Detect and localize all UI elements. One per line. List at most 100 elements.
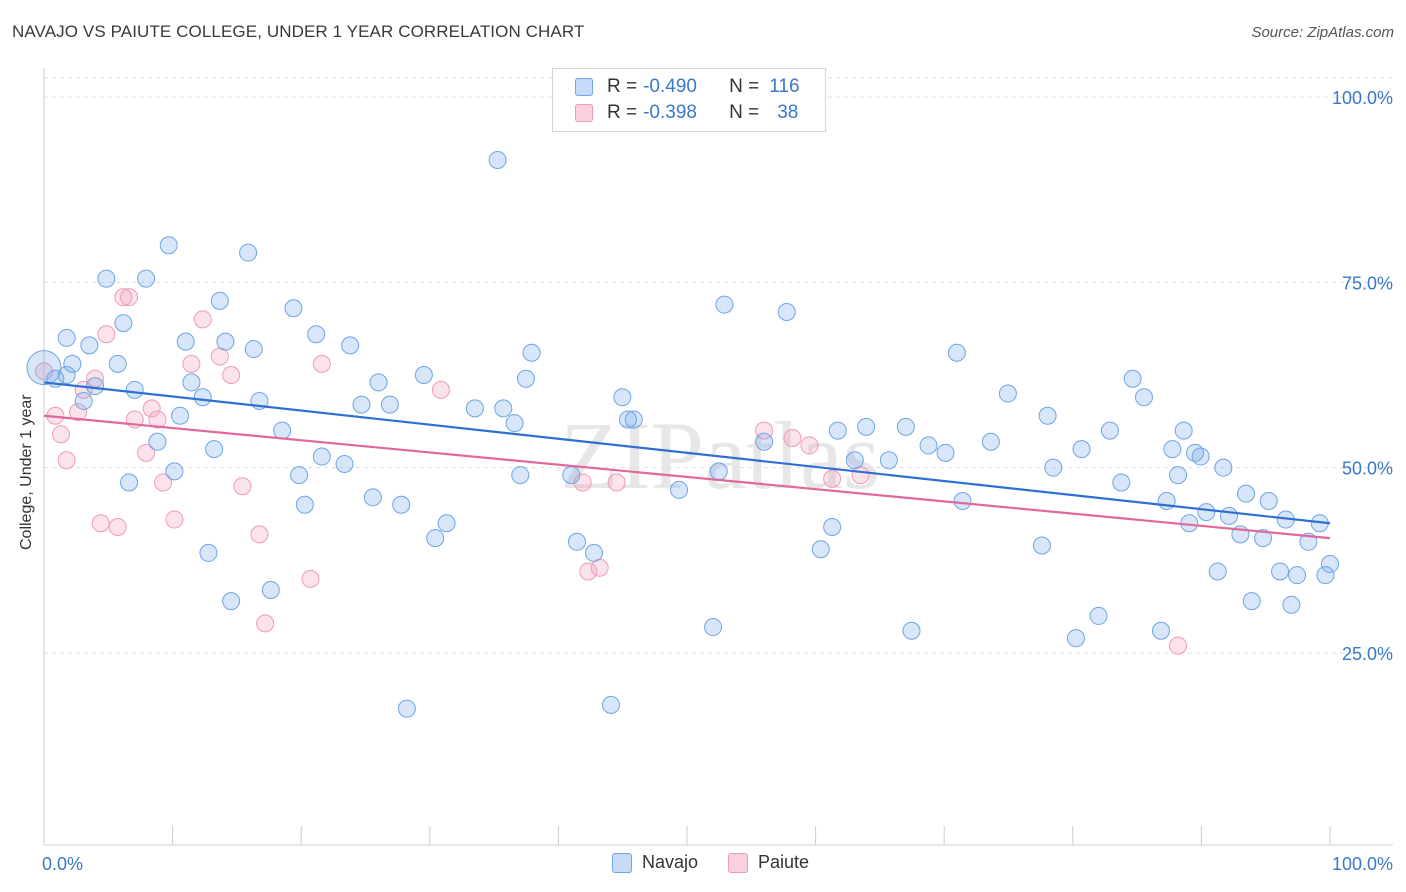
- paiute-point: [182, 354, 201, 373]
- y-tick-label: 25.0%: [1342, 644, 1393, 664]
- paiute-point: [800, 436, 819, 455]
- paiute-point: [301, 569, 320, 588]
- navajo-point: [602, 695, 620, 714]
- navajo-point: [919, 436, 938, 455]
- navajo-point: [1237, 484, 1256, 503]
- navajo-point: [1316, 566, 1335, 585]
- navajo-point: [273, 421, 292, 440]
- navajo-point: [193, 388, 212, 407]
- navajo-point: [857, 417, 876, 436]
- n-value: 38: [777, 102, 799, 123]
- paiute-point: [579, 562, 598, 581]
- navajo-point: [845, 451, 864, 470]
- navajo-point: [998, 384, 1017, 403]
- navajo-point: [1282, 595, 1301, 614]
- navajo-point: [1254, 529, 1273, 548]
- r-label: R =: [607, 76, 638, 97]
- navajo-point: [704, 618, 723, 637]
- navajo-point: [879, 451, 898, 470]
- navajo-point: [1134, 388, 1153, 407]
- navajo-point: [567, 532, 586, 551]
- navajo-point: [114, 314, 133, 333]
- paiute-swatch-icon: [728, 852, 749, 873]
- legend-row-paiute: R = -0.398 N = 38: [575, 101, 798, 125]
- tick-labels: 100.0% 75.0% 50.0% 25.0% 0.0% 100.0%: [42, 88, 1393, 874]
- navajo-point: [1321, 555, 1339, 574]
- navajo-point: [811, 540, 830, 559]
- navajo-point: [715, 295, 734, 314]
- navajo-point: [1191, 447, 1210, 466]
- navajo-point: [465, 399, 484, 418]
- legend-label: Paiute: [758, 852, 810, 872]
- paiute-point: [114, 288, 133, 307]
- legend-item-navajo[interactable]: Navajo: [612, 852, 698, 873]
- x-tick-label: 100.0%: [1332, 854, 1393, 874]
- navajo-point: [125, 380, 144, 399]
- y-tick-label: 75.0%: [1342, 273, 1393, 293]
- navajo-point: [709, 462, 728, 481]
- navajo-point: [57, 366, 76, 384]
- n-value: 116: [769, 76, 800, 97]
- legend-item-paiute[interactable]: Paiute: [728, 852, 809, 873]
- navajo-point: [335, 454, 354, 473]
- navajo-point: [182, 373, 201, 392]
- navajo-point: [1112, 473, 1131, 492]
- navajo-point: [511, 466, 530, 485]
- navajo-point: [1242, 592, 1261, 611]
- paiute-point: [91, 514, 110, 533]
- navajo-point: [210, 291, 229, 310]
- navajo-point: [1032, 536, 1051, 555]
- paiute-point: [57, 451, 76, 470]
- navajo-point: [1220, 506, 1239, 525]
- navajo-point: [137, 269, 156, 288]
- navajo-point: [1208, 562, 1227, 581]
- navajo-point: [295, 495, 314, 514]
- source-note: Source: ZipAtlas.com: [1251, 24, 1394, 41]
- grid-lines: [44, 77, 1393, 654]
- navajo-point: [414, 366, 433, 384]
- paiute-point: [1169, 636, 1187, 655]
- paiute-point: [573, 473, 592, 492]
- navajo-point: [426, 529, 445, 548]
- series-legend: Navajo Paiute: [612, 852, 839, 873]
- navajo-point: [670, 480, 689, 499]
- navajo-point: [261, 580, 280, 599]
- navajo-trend-line: [43, 381, 1331, 525]
- navajo-point: [981, 432, 1000, 451]
- navajo-point: [171, 406, 190, 425]
- paiute-point: [222, 366, 241, 384]
- navajo-point: [363, 488, 382, 507]
- navajo-point: [823, 517, 842, 536]
- paiute-point: [154, 473, 173, 492]
- navajo-point: [619, 410, 638, 429]
- navajo-point: [1197, 503, 1216, 522]
- paiute-swatch-icon: [575, 104, 593, 122]
- paiute-point: [69, 403, 88, 422]
- navajo-point: [205, 440, 224, 459]
- navajo-point: [516, 369, 535, 388]
- navajo-point: [57, 328, 76, 347]
- paiute-point: [431, 380, 450, 399]
- navajo-point: [159, 236, 178, 255]
- navajo-point: [239, 243, 258, 262]
- navajo-point: [290, 466, 309, 485]
- navajo-point: [380, 395, 399, 414]
- navajo-point: [1271, 562, 1290, 581]
- navajo-point: [1123, 369, 1142, 388]
- navajo-point: [953, 492, 972, 511]
- navajo-point: [74, 391, 93, 410]
- axes: [43, 68, 1393, 846]
- paiute-point: [97, 325, 116, 344]
- navajo-point: [1259, 492, 1278, 511]
- navajo-point: [369, 373, 388, 392]
- paiute-point: [607, 473, 626, 492]
- paiute-trend-line: [43, 414, 1331, 540]
- paiute-point: [250, 525, 269, 544]
- navajo-point: [352, 395, 371, 414]
- r-value: -0.490: [643, 76, 697, 97]
- navajo-point: [947, 343, 966, 362]
- navajo-point: [1066, 629, 1085, 648]
- navajo-point: [397, 699, 416, 718]
- paiute-point: [312, 354, 331, 373]
